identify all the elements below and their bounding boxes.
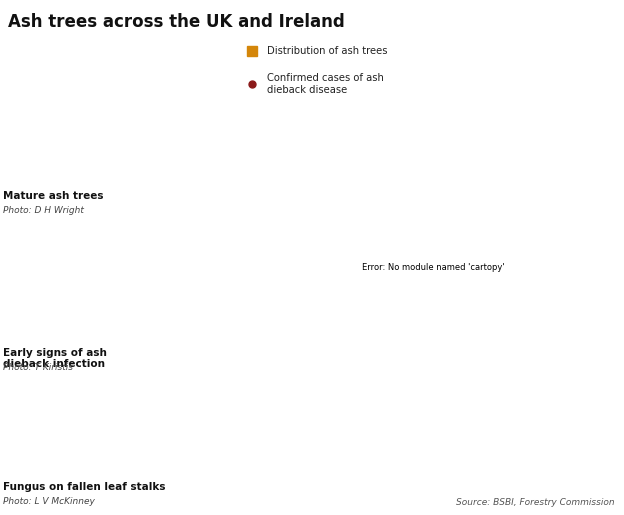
Text: Error: No module named 'cartopy': Error: No module named 'cartopy' xyxy=(363,263,505,272)
Text: Ash trees across the UK and Ireland: Ash trees across the UK and Ireland xyxy=(8,13,345,31)
Text: Photo: L V McKinney: Photo: L V McKinney xyxy=(3,497,95,506)
Text: Early signs of ash
dieback infection: Early signs of ash dieback infection xyxy=(3,348,107,369)
Text: Photo: D H Wright: Photo: D H Wright xyxy=(3,206,84,215)
Text: Source: BSBI, Forestry Commission: Source: BSBI, Forestry Commission xyxy=(456,499,615,507)
Text: Distribution of ash trees: Distribution of ash trees xyxy=(268,46,388,56)
Text: Confirmed cases of ash
dieback disease: Confirmed cases of ash dieback disease xyxy=(268,74,384,95)
Text: Mature ash trees: Mature ash trees xyxy=(3,191,104,200)
Text: Photo: T Kiristis: Photo: T Kiristis xyxy=(3,363,73,372)
Text: Fungus on fallen leaf stalks: Fungus on fallen leaf stalks xyxy=(3,482,165,491)
